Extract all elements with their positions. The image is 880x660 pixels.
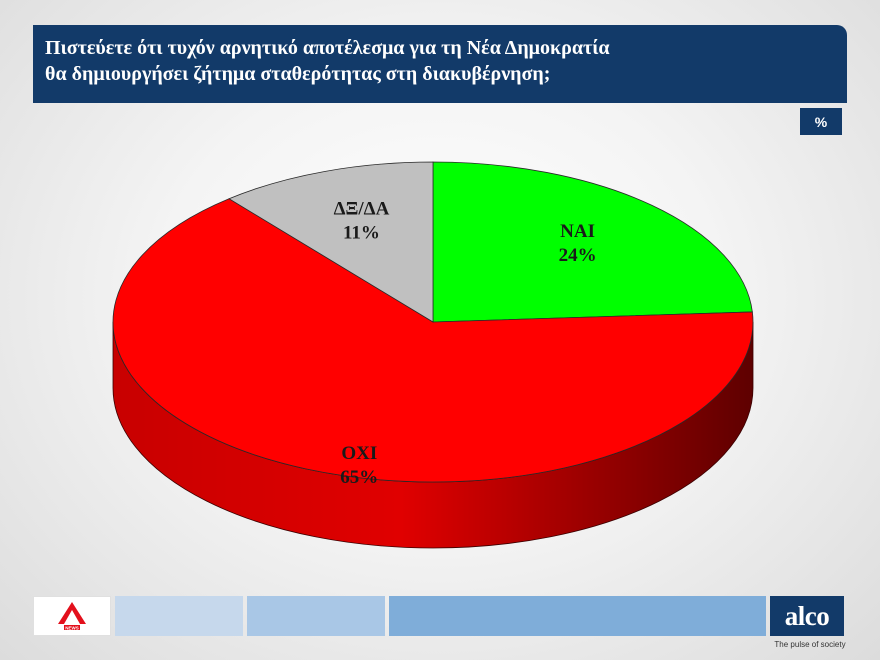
pie-labels: ΝΑΙ 24% ΟΧΙ 65% ΔΞ/ΔΑ 11%	[334, 199, 597, 489]
slice-1-label: ΝΑΙ	[560, 221, 595, 242]
slice-3-label: ΔΞ/ΔΑ	[334, 199, 390, 220]
slice-2	[112, 198, 754, 483]
footer-bar-1	[115, 596, 243, 636]
alpha-news-logo: NEWS	[33, 596, 111, 636]
chart-title-line-2: θα δημιουργήσει ζήτημα σταθερότητας στη …	[45, 63, 551, 85]
slice-3	[228, 161, 434, 323]
footer-bar-2	[247, 596, 385, 636]
alco-logo: alco	[770, 596, 844, 636]
svg-text:NEWS: NEWS	[65, 626, 79, 631]
slice-2-label: ΟΧΙ	[341, 443, 377, 464]
pie-slices	[112, 161, 754, 483]
alco-tagline: The pulse of society	[774, 640, 846, 649]
slice-2-value: 65%	[340, 467, 378, 488]
slice-1-value: 24%	[559, 245, 597, 266]
unit-badge: %	[800, 108, 842, 135]
slice-1	[432, 161, 753, 323]
slice-3-value: 11%	[343, 223, 380, 244]
chart-title-line-1: Πιστεύετε ότι τυχόν αρνητικό αποτέλεσμα …	[45, 37, 610, 59]
title-banner: Πιστεύετε ότι τυχόν αρνητικό αποτέλεσμα …	[33, 25, 847, 103]
alpha-news-icon: NEWS	[58, 602, 86, 631]
footer-bar-3	[389, 596, 766, 636]
